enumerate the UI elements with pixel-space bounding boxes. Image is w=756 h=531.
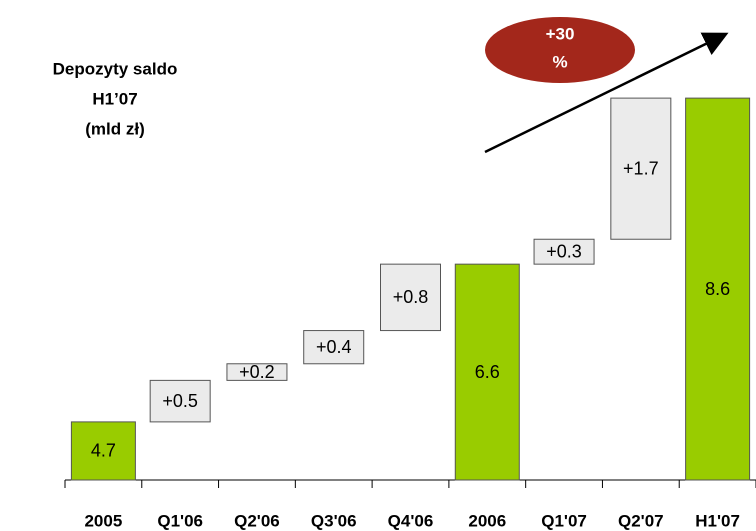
data-label: +0.3 — [546, 241, 582, 261]
increment-bar — [303, 330, 365, 365]
annotation-bubble — [485, 17, 635, 83]
x-tick-label: Q4'06 — [388, 511, 434, 530]
increment-bar — [380, 263, 441, 332]
total-bar — [454, 263, 520, 481]
total-bar — [685, 97, 751, 481]
data-label: +0.5 — [162, 391, 198, 411]
data-label: +0.2 — [239, 362, 275, 382]
x-tick-label: 2005 — [84, 511, 122, 530]
trend-arrow — [484, 32, 729, 154]
x-tick-label: Q2'06 — [234, 511, 280, 530]
chart-title: (mld zł) — [85, 119, 145, 138]
increment-bar — [610, 97, 672, 240]
x-tick-label: Q3'06 — [311, 511, 357, 530]
increment-bar — [226, 363, 288, 381]
chart-title: H1’07 — [92, 89, 137, 108]
data-label: +0.8 — [393, 287, 429, 307]
total-bar — [70, 421, 136, 481]
increment-bar — [149, 379, 211, 423]
increment-bar — [533, 238, 595, 265]
annotation: +30 — [546, 24, 575, 43]
data-label: +1.7 — [623, 158, 659, 178]
x-tick-label: Q1'07 — [541, 511, 587, 530]
x-tick-label: Q1'06 — [157, 511, 203, 530]
data-label: 4.7 — [91, 441, 116, 461]
annotation: % — [552, 52, 567, 71]
data-label: 8.6 — [705, 279, 730, 299]
x-tick-label: H1'07 — [695, 511, 740, 530]
chart-title: Depozyty saldo — [53, 59, 178, 78]
x-tick-label: 2006 — [468, 511, 506, 530]
data-label: +0.4 — [316, 337, 352, 357]
data-label: 6.6 — [475, 362, 500, 382]
x-tick-label: Q2'07 — [618, 511, 664, 530]
